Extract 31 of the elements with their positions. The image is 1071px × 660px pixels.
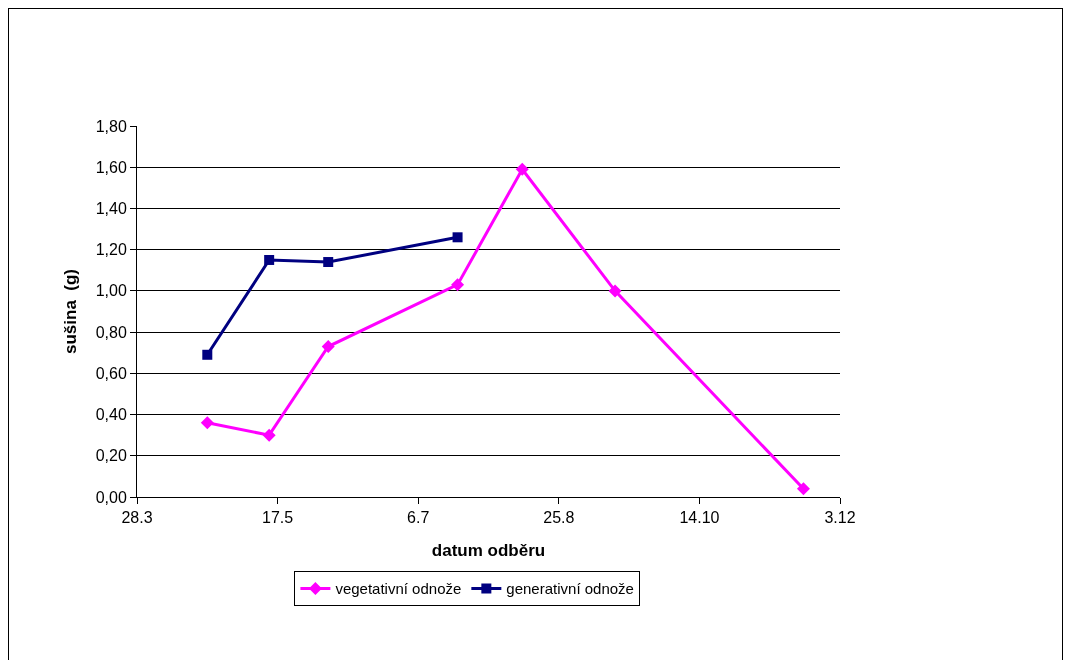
y-tick-label: 0,00 [95, 488, 127, 506]
point [451, 278, 465, 292]
x-tick-label: 6.7 [407, 509, 430, 527]
x-tick-label: 25.8 [543, 509, 575, 527]
y-tick-label: 1,60 [95, 158, 127, 176]
y-tick-label: 1,80 [95, 117, 127, 135]
point [515, 162, 529, 176]
legend-label: vegetativní odnože [335, 580, 462, 598]
y-tick-label: 1,20 [95, 241, 127, 259]
point [452, 232, 463, 243]
x-tick-label: 14.10 [679, 509, 720, 527]
point [202, 349, 213, 360]
y-tick-label: 0,80 [95, 323, 127, 341]
x-tick-label: 17.5 [262, 509, 294, 527]
x-tick-label: 3.12 [824, 509, 856, 527]
x-tick-label: 28.3 [121, 509, 153, 527]
point [323, 257, 334, 268]
legend-label: generativní odnože [506, 580, 634, 598]
point [608, 284, 622, 298]
point [264, 254, 275, 265]
y-tick-label: 0,20 [95, 447, 127, 465]
point [200, 416, 214, 430]
point [262, 428, 276, 442]
x-axis-title: datum odběru [431, 540, 546, 560]
y-tick-label: 0,40 [95, 406, 127, 424]
point [321, 340, 335, 354]
point [796, 482, 810, 496]
y-axis-title: sušina (g) [61, 268, 81, 355]
y-tick-label: 1,40 [95, 200, 127, 218]
y-tick-label: 1,00 [95, 282, 127, 300]
y-tick-label: 0,60 [95, 364, 127, 382]
